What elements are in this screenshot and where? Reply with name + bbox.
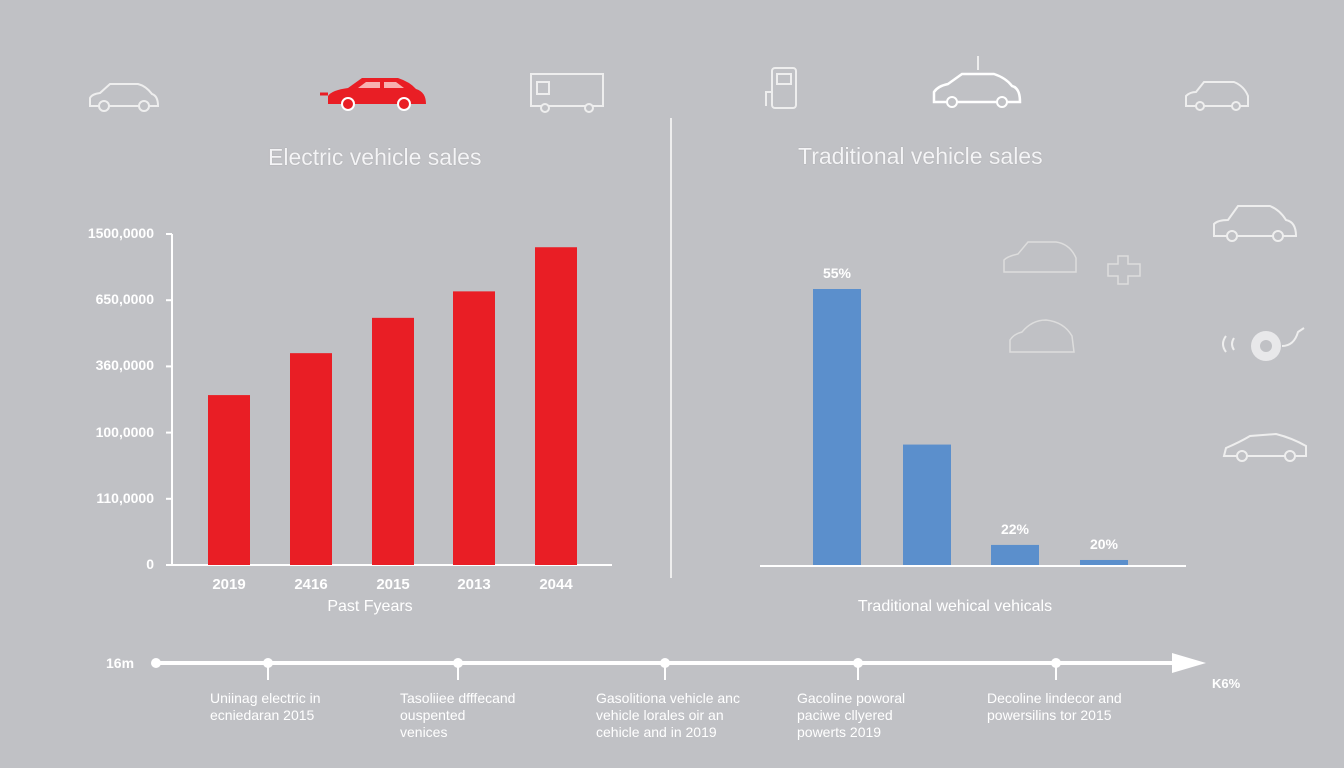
ev-x-tick-label: 2019 xyxy=(212,576,246,593)
timeline-note-line: powersilins tor 2015 xyxy=(987,707,1112,723)
timeline-note-line: Gasolitiona vehicle anc xyxy=(596,690,740,706)
ev-x-tick-label: 2044 xyxy=(539,576,573,593)
car-outline-icon xyxy=(89,83,160,112)
timeline-note-line: vehicle lorales oir an xyxy=(596,707,724,723)
sports-car-icon xyxy=(1222,432,1307,462)
ev-x-tick-label: 2013 xyxy=(457,576,491,593)
car-outline-icon xyxy=(1185,81,1249,111)
timeline-note-line: paciwe cllyered xyxy=(797,707,893,723)
ev-x-axis-label: Past Fyears xyxy=(327,598,413,615)
ev-y-tick-label: 110,0000 xyxy=(96,489,154,506)
ev-y-tick-label: 1500,0000 xyxy=(87,225,154,241)
ev-bar xyxy=(208,395,250,565)
ev-x-tick-label: 2416 xyxy=(294,576,328,593)
car-outline-icon xyxy=(1003,241,1077,273)
divider xyxy=(670,118,672,578)
traditional-bar xyxy=(813,289,861,565)
traditional-bar xyxy=(903,444,951,565)
timeline-start-dot xyxy=(151,658,161,668)
ev-chart-title: Electric vehicle sales xyxy=(268,144,482,170)
timeline-note-line: Decoline lindecor and xyxy=(987,690,1122,706)
car-outline-icon xyxy=(1009,319,1075,353)
car-outline-icon xyxy=(1213,205,1298,242)
timeline-note-line: venices xyxy=(400,724,448,740)
traditional-data-label: 55% xyxy=(822,265,852,281)
ev-x-tick-label: 2015 xyxy=(376,576,410,593)
timeline-note-line: powerts 2019 xyxy=(797,724,882,740)
timeline-note: Gacoline poworal paciwe cllyered powerts 2… xyxy=(797,690,905,741)
timeline-note-line: ouspented xyxy=(400,707,466,723)
timeline-note: Uniinag electric in ecniedaran 2015 xyxy=(210,690,321,724)
timeline-note-line: Gacoline poworal xyxy=(797,690,906,706)
timeline-arrow xyxy=(1172,653,1206,673)
timeline-note-line: Uniinag electric in xyxy=(210,690,321,706)
timeline-end-label: K6% xyxy=(1212,676,1241,691)
car-red-icon xyxy=(320,78,426,111)
ev-y-tick-label: 360,0000 xyxy=(95,357,154,374)
timeline-note: Gasolitiona vehicle anc vehicle lorales o… xyxy=(596,690,740,741)
traditional-bar xyxy=(1080,559,1128,565)
timeline-note-line: ecniedaran 2015 xyxy=(210,707,315,723)
traditional-data-label: 20% xyxy=(1089,535,1119,552)
traditional-chart-title: Traditional vehicle sales xyxy=(798,143,1043,169)
timeline-note: Decoline lindecor and powersilins tor 201… xyxy=(987,690,1122,724)
ev-bar xyxy=(372,317,414,565)
timeline-note-line: cehicle and in 2019 xyxy=(596,724,717,740)
ev-bar xyxy=(453,291,495,565)
timeline-note-line: Tasoliiee dfffecand xyxy=(400,690,516,706)
ev-y-tick-label: 0 xyxy=(146,556,154,572)
truck-outline-icon xyxy=(530,73,604,113)
timeline-start-label: 16m xyxy=(106,655,135,671)
timeline-note: Tasoliiee dfffecand ouspented venices xyxy=(400,690,515,741)
traditional-bar xyxy=(991,544,1039,565)
ev-bar xyxy=(290,353,332,565)
ev-y-tick-label: 100,0000 xyxy=(95,423,154,440)
puzzle-icon xyxy=(1107,255,1141,285)
traditional-data-label: 22% xyxy=(1000,520,1030,537)
electric-plug-icon xyxy=(1222,327,1305,361)
traditional-x-axis-label: Traditional wehical vehicals xyxy=(857,598,1053,615)
car-charging-icon xyxy=(932,56,1022,108)
fuel-pump-icon xyxy=(765,67,797,109)
ev-bar xyxy=(535,247,577,566)
ev-y-tick-label: 650,0000 xyxy=(95,291,154,308)
